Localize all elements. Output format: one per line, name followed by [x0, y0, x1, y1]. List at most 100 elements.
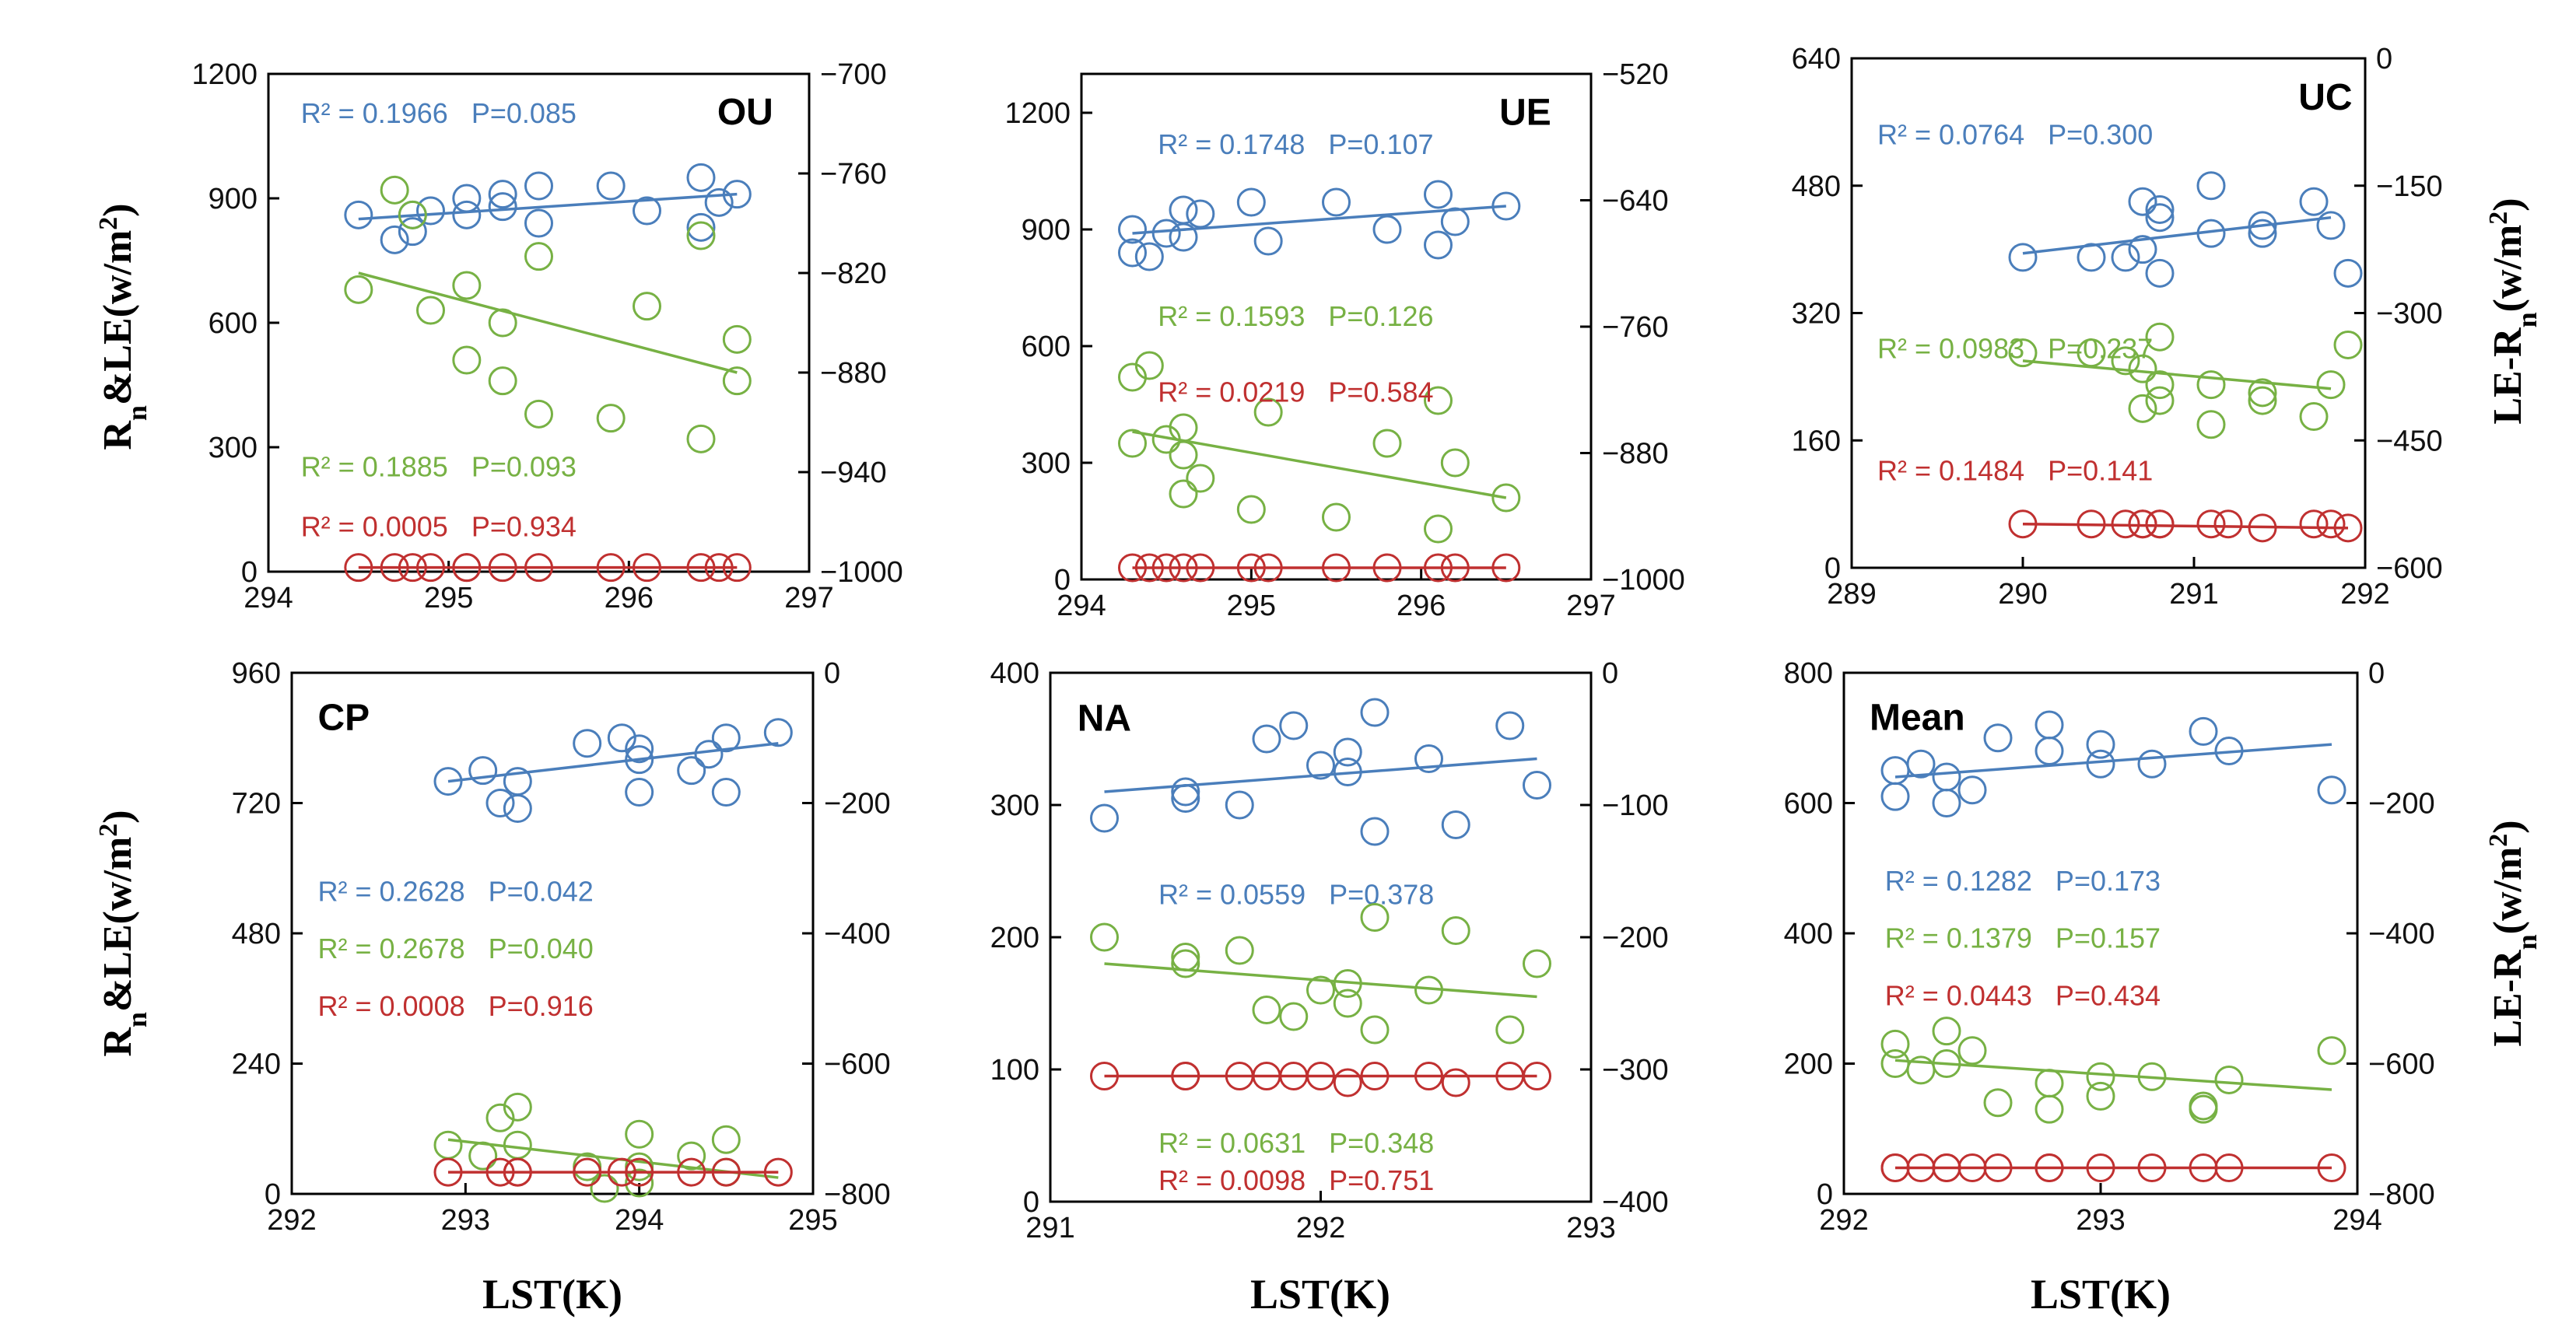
- y-right-tick-label: −700: [820, 58, 887, 91]
- data-point: [686, 424, 716, 453]
- y-left-axis-label-top: Rn&LE(w/m2): [94, 203, 153, 450]
- regression-annotation: R² = 0.1966 P=0.085: [301, 97, 577, 129]
- subplot-uc: 289 290 291 292 0 160 320 480 640 −600 −450 −300 −15…: [1792, 43, 2443, 611]
- series-rn: R² = 0.1966 P=0.085: [301, 97, 752, 254]
- data-point: [1186, 199, 1215, 229]
- y-right-tick-label: −940: [820, 457, 887, 489]
- x-tick-label: 292: [1296, 1212, 1345, 1244]
- series-rn: R² = 0.1748 P=0.107: [1118, 128, 1521, 271]
- data-point: [2086, 1062, 2115, 1091]
- data-point: [1253, 226, 1283, 256]
- y-left-tick-label: 320: [1792, 298, 1841, 331]
- data-point: [468, 756, 498, 786]
- y-right-tick-label: 0: [2376, 43, 2392, 75]
- data-point: [2333, 330, 2363, 359]
- trend-line: [358, 271, 738, 374]
- y-right-tick-label: −880: [820, 357, 887, 390]
- x-tick-label: 296: [1397, 590, 1446, 622]
- data-point: [763, 718, 793, 747]
- data-point: [2035, 710, 2064, 740]
- y-left-tick-label: 400: [990, 657, 1039, 690]
- regression-annotation: R² = 0.0005 P=0.934: [301, 510, 577, 542]
- data-point: [1441, 810, 1470, 839]
- y-right-tick-label: −100: [1602, 789, 1669, 822]
- data-point: [1424, 514, 1453, 544]
- data-point: [625, 1119, 654, 1149]
- data-point: [1424, 230, 1453, 260]
- x-axis-label: LST(K): [482, 1271, 622, 1318]
- y-right-tick-label: −600: [2376, 552, 2443, 585]
- y-right-tick-label: −760: [820, 158, 887, 191]
- plot-frame: [267, 72, 811, 573]
- y-left-tick-label: 600: [1022, 331, 1071, 363]
- data-point: [1169, 222, 1198, 252]
- data-point: [2316, 370, 2346, 400]
- x-tick-label: 297: [784, 582, 833, 614]
- data-point: [633, 196, 661, 226]
- y-right-tick-label: −200: [824, 788, 891, 821]
- data-point: [2035, 1094, 2064, 1124]
- data-point: [2128, 187, 2157, 216]
- y-right-tick-label: −880: [1602, 438, 1669, 471]
- data-point: [503, 1130, 532, 1160]
- data-point: [2111, 346, 2140, 376]
- data-point: [1523, 949, 1551, 978]
- x-tick-label: 290: [1998, 578, 2047, 611]
- subplot-cp: 292 293 294 295 0 240 480 720 960 −800 −600 −400 −20…: [232, 657, 891, 1237]
- data-point: [1932, 789, 1961, 817]
- y-left-tick-label: 300: [990, 789, 1039, 822]
- series-rn: R² = 0.0559 P=0.378: [1090, 698, 1551, 911]
- subplot-mean: 292 293 294 0 200 400 600 800 −800 −600 −400 −200 0 M…: [1784, 657, 2435, 1237]
- y-right-tick-label: −800: [824, 1178, 891, 1211]
- data-point: [344, 200, 373, 229]
- y-right-tick-label: −600: [824, 1048, 891, 1081]
- y-right-tick-label: −520: [1602, 58, 1669, 91]
- data-point: [1252, 996, 1281, 1024]
- data-point: [2145, 370, 2175, 400]
- data-point: [686, 212, 716, 242]
- y-left-tick-label: 300: [209, 432, 258, 464]
- data-point: [398, 200, 427, 229]
- data-point: [1151, 219, 1181, 248]
- x-tick-label: 293: [441, 1204, 490, 1237]
- regression-annotation: R² = 0.1593 P=0.126: [1158, 300, 1433, 332]
- data-point: [1495, 711, 1525, 740]
- data-point: [1171, 777, 1200, 807]
- regression-annotation: R² = 0.2628 P=0.042: [318, 875, 594, 907]
- data-point: [468, 1141, 498, 1171]
- subplot-ou: 294 295 296 297 0 300 600 900 1200 −1000 −940 −880 −…: [191, 58, 902, 614]
- data-point: [1118, 429, 1147, 458]
- data-point: [1118, 215, 1147, 244]
- data-point: [1236, 187, 1266, 217]
- series-rn: R² = 0.0764 P=0.300: [1877, 118, 2363, 288]
- series-rn: R² = 0.2628 P=0.042: [318, 718, 793, 907]
- data-point: [2213, 509, 2243, 539]
- data-point: [722, 324, 752, 354]
- regression-annotation: R² = 0.1484 P=0.141: [1877, 455, 2153, 487]
- data-point: [2196, 370, 2226, 400]
- data-point: [488, 366, 517, 396]
- y-right-tick-label: −1000: [1602, 564, 1685, 597]
- x-tick-label: 297: [1566, 590, 1615, 622]
- data-point: [485, 1103, 515, 1132]
- data-point: [2035, 737, 2064, 765]
- y-left-tick-label: 400: [1784, 918, 1833, 950]
- data-point: [2145, 322, 2175, 352]
- data-point: [2128, 354, 2157, 383]
- regression-annotation: R² = 0.1885 P=0.093: [301, 451, 577, 483]
- x-tick-label: 292: [1819, 1204, 1868, 1237]
- y-left-tick-label: 160: [1792, 425, 1841, 457]
- data-point: [1880, 756, 1910, 786]
- y-left-tick-label: 300: [1022, 447, 1071, 480]
- data-point: [1495, 1015, 1525, 1045]
- trend-line: [1104, 757, 1537, 793]
- data-point: [1372, 215, 1402, 244]
- y-right-tick-label: 0: [1602, 657, 1618, 690]
- regression-annotation: R² = 0.0443 P=0.434: [1885, 979, 2161, 1011]
- data-point: [1440, 448, 1470, 478]
- data-point: [452, 184, 482, 213]
- regression-annotation: R² = 0.0008 P=0.916: [318, 990, 594, 1022]
- y-right-tick-label: −600: [2368, 1048, 2435, 1081]
- series-lern: R² = 0.0008 P=0.916: [318, 990, 793, 1187]
